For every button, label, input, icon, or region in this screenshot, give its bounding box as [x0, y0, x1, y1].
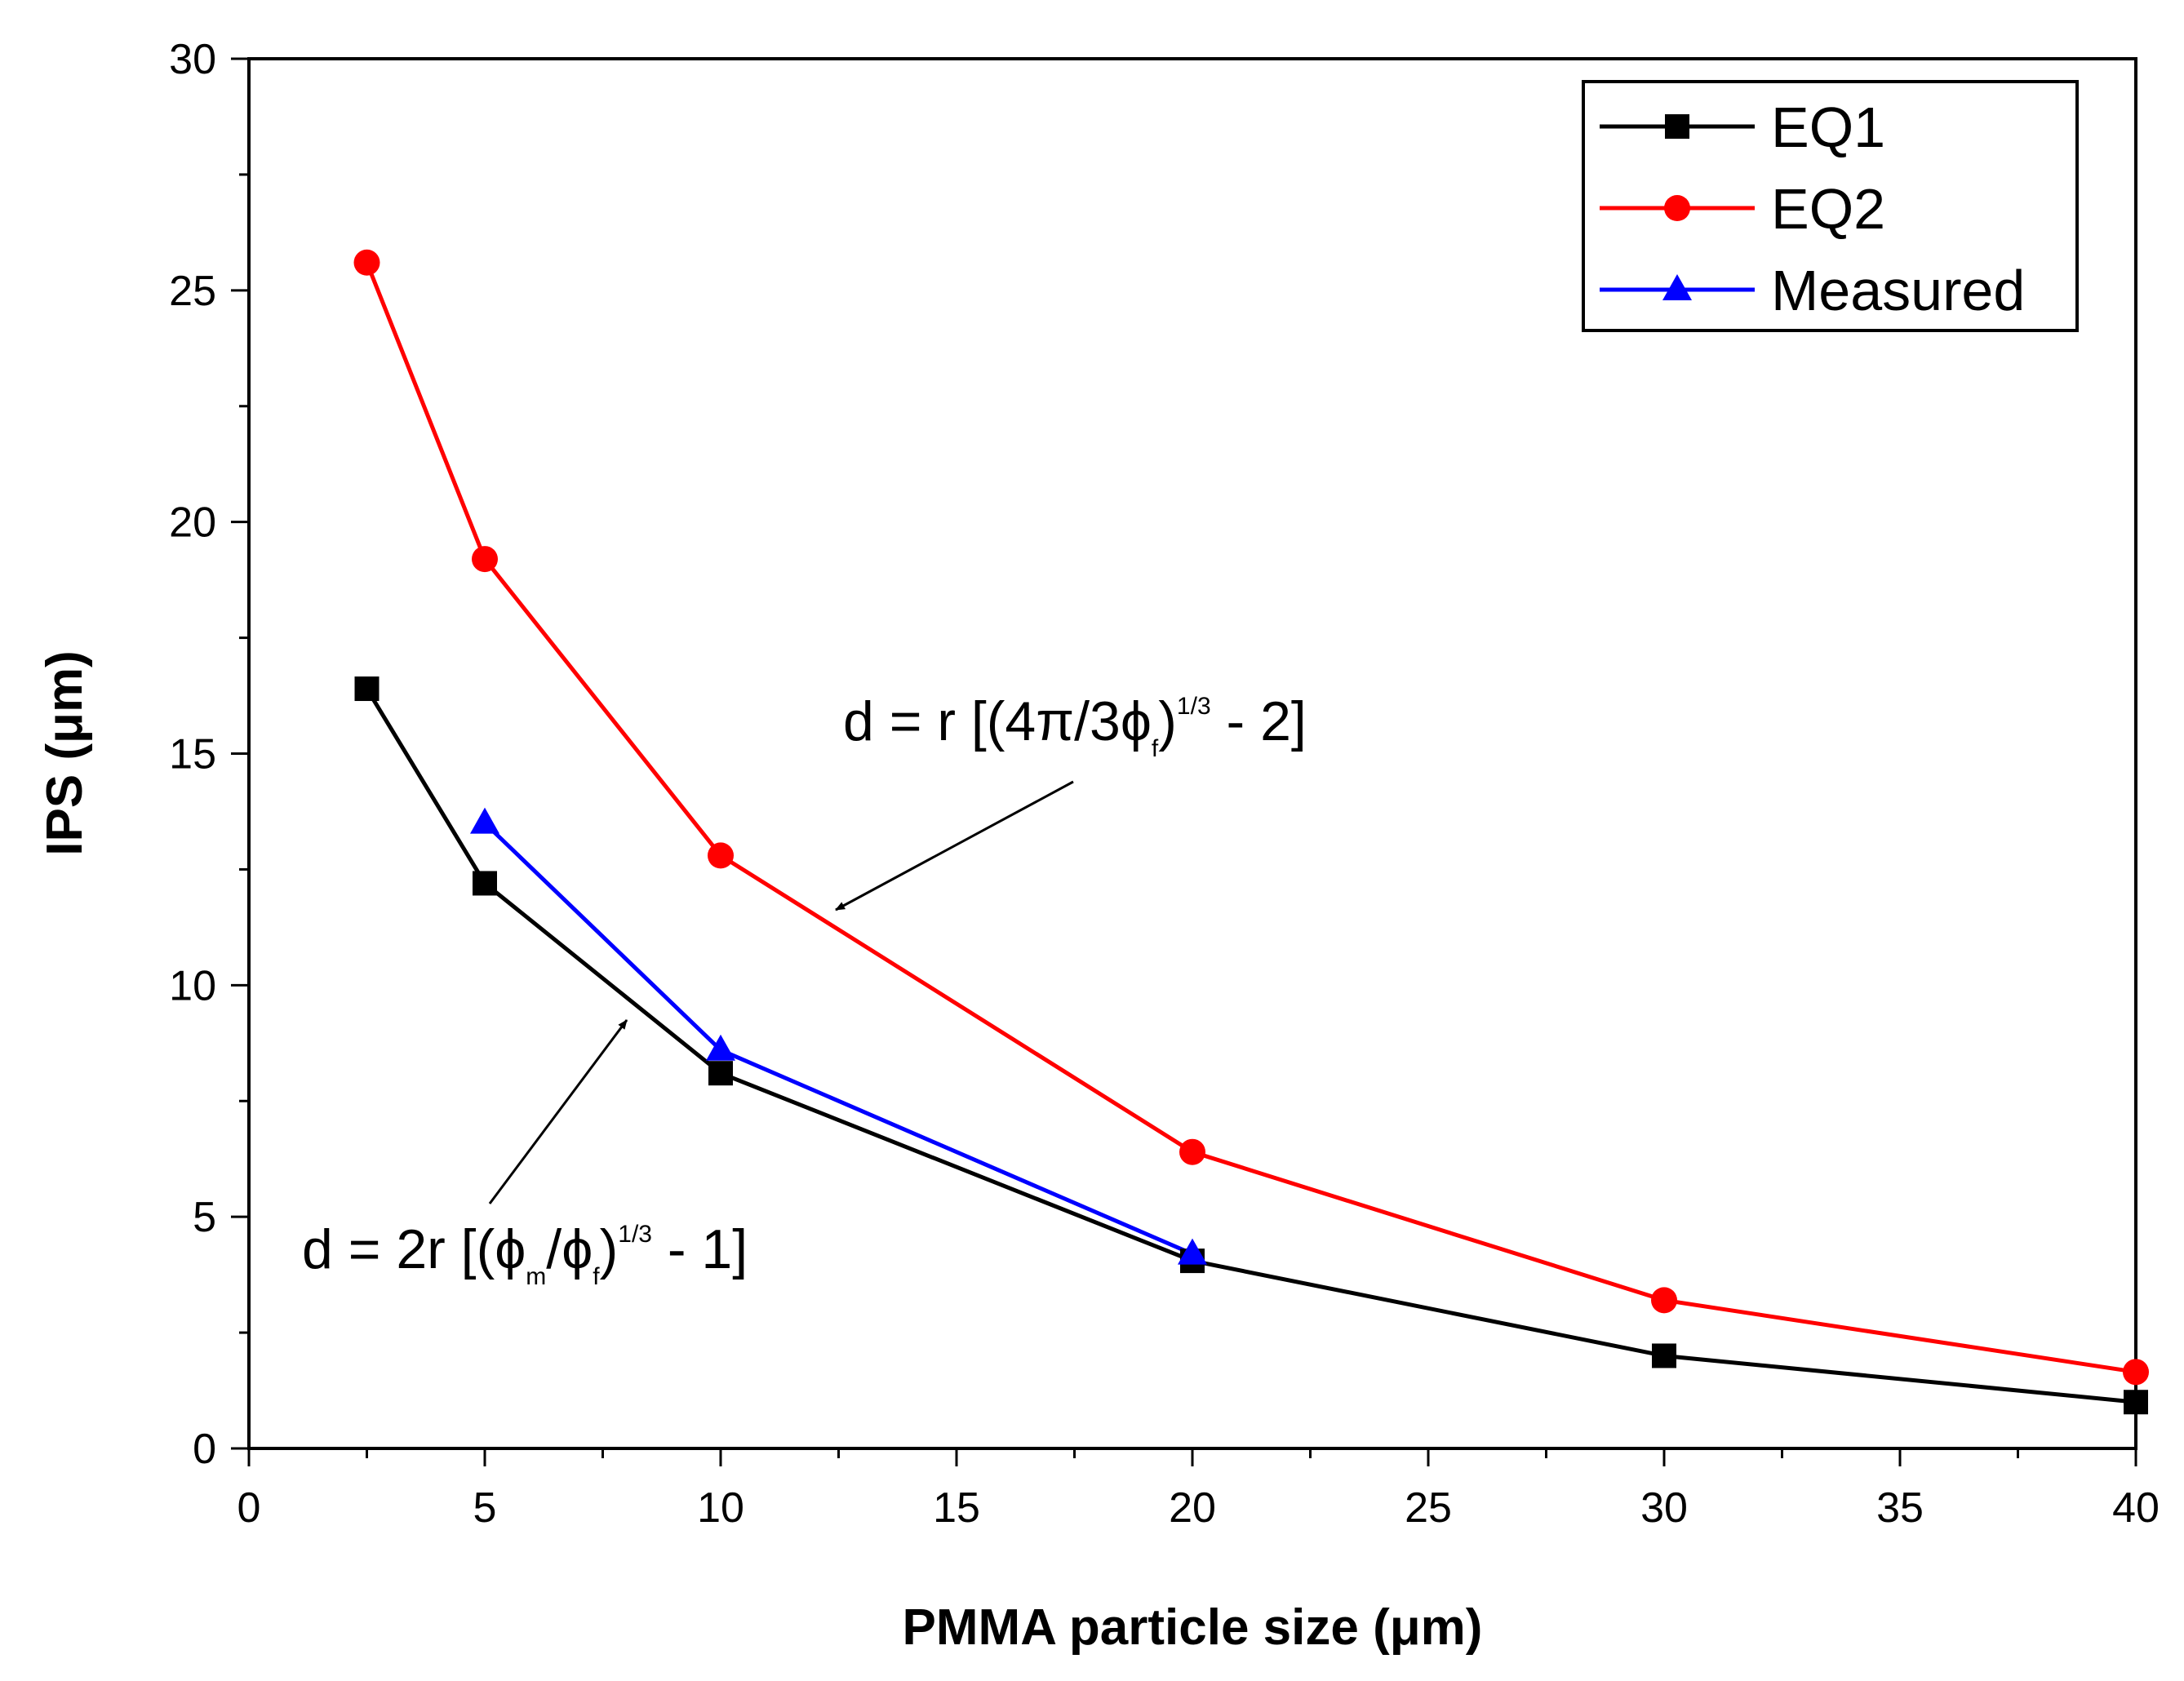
data-point-eq2 [472, 546, 498, 573]
data-point-measured [470, 807, 499, 834]
data-point-eq2 [353, 249, 380, 276]
x-tick-label: 15 [933, 1484, 980, 1532]
x-tick-label: 20 [1169, 1484, 1216, 1532]
x-tick-label: 5 [473, 1484, 497, 1532]
eq1-formula-sub2: f [593, 1263, 600, 1290]
y-tick-label: 10 [169, 962, 216, 1009]
x-tick-label: 10 [697, 1484, 744, 1532]
eq1-formula-tail: - 1] [652, 1218, 748, 1280]
data-point-eq2 [708, 842, 734, 869]
eq2-formula-text: d = r [(4π/3ϕf)1/3 - 2] [843, 690, 1307, 762]
eq1-formula-paren: ) [600, 1218, 619, 1280]
eq2-formula-tail: - 2] [1211, 690, 1307, 752]
eq2-arrow [835, 780, 1074, 911]
legend-label-measured: Measured [1771, 259, 2025, 322]
data-point-eq1 [354, 676, 380, 702]
legend-label-eq2: EQ2 [1771, 177, 1885, 241]
y-tick-label: 5 [193, 1194, 216, 1241]
y-axis-title: IPS (μm) [37, 650, 93, 856]
data-point-eq2 [1179, 1138, 1205, 1165]
data-point-eq2 [1651, 1287, 1677, 1314]
y-tick-label: 30 [169, 36, 216, 83]
eq1-formula-sub1: m [526, 1263, 546, 1290]
eq2-formula-sub: f [1152, 735, 1159, 762]
eq1-formula-sup: 1/3 [618, 1221, 652, 1248]
eq1-formula-main: d = 2r [(ϕ [302, 1218, 526, 1280]
legend-label-eq1: EQ1 [1771, 95, 1885, 159]
data-point-eq1 [473, 871, 497, 896]
series-line-measured [483, 821, 1193, 1256]
y-tick-label: 0 [193, 1426, 216, 1473]
data-point-eq2 [2123, 1359, 2149, 1386]
eq2-formula-main: d = r [(4π/3ϕ [843, 690, 1152, 752]
eq2-formula-paren: ) [1158, 690, 1177, 752]
series-line-eq1 [365, 687, 2137, 1404]
x-tick-label: 35 [1876, 1484, 1924, 1532]
x-tick-label: 25 [1405, 1484, 1452, 1532]
eq1-formula-text: d = 2r [(ϕm/ϕf)1/3 - 1] [302, 1218, 748, 1290]
y-tick-label: 20 [169, 499, 216, 547]
axis-ticks [231, 57, 2137, 1466]
data-point-eq1 [2124, 1390, 2148, 1415]
annotation-eq2: d = r [(4π/3ϕf)1/3 - 2] [835, 690, 1307, 911]
legend: EQ1 EQ2 Measured [1582, 80, 2079, 332]
data-point-eq1 [1652, 1343, 1676, 1368]
legend-marker-measured [1662, 274, 1692, 300]
legend-marker-eq2 [1664, 195, 1690, 221]
eq1-arrow [488, 1019, 628, 1204]
series-markers [353, 249, 2149, 1415]
x-tick-label: 30 [1640, 1484, 1688, 1532]
tick-labels: 0 5 10 15 20 25 30 35 40 0 5 10 15 20 25 30 [169, 36, 2160, 1532]
x-tick-label: 40 [2112, 1484, 2160, 1532]
data-point-measured [1178, 1238, 1207, 1265]
data-point-measured [706, 1034, 735, 1061]
x-axis-title: PMMA particle size (μm) [903, 1599, 1483, 1656]
eq1-formula-mid: /ϕ [546, 1218, 593, 1280]
x-tick-label: 0 [237, 1484, 261, 1532]
legend-marker-eq1 [1665, 114, 1689, 139]
eq2-formula-sup: 1/3 [1177, 693, 1211, 720]
series-line-eq2 [365, 261, 2137, 1374]
annotation-eq1: d = 2r [(ϕm/ϕf)1/3 - 1] [302, 1019, 748, 1290]
data-point-eq1 [708, 1061, 733, 1086]
y-tick-label: 15 [169, 731, 216, 778]
y-tick-label: 25 [169, 268, 216, 315]
